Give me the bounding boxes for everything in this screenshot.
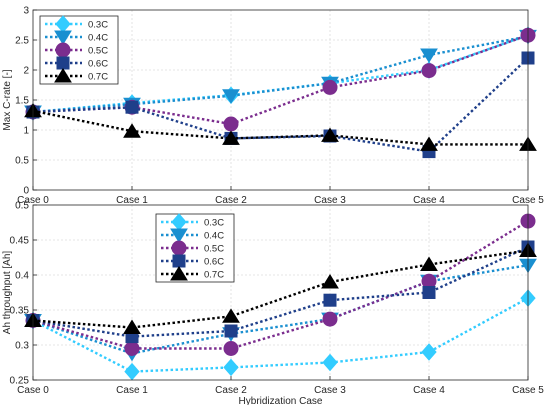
legend-label: 0.3C: [88, 20, 108, 31]
legend-label: 0.4C: [204, 231, 224, 242]
legend-item: 0.4C: [45, 30, 108, 45]
legend-item: 0.5C: [45, 42, 108, 58]
data-point: [420, 48, 438, 63]
y-tick-label: 0.5: [15, 156, 29, 167]
data-point: [222, 89, 240, 104]
y-axis-label: Ah throughput [Ah]: [2, 251, 13, 335]
legend: 0.3C 0.4C 0.5C 0.6C 0.7C: [155, 213, 235, 283]
legend: 0.3C 0.4C 0.5C 0.6C 0.7C: [39, 15, 119, 85]
legend-marker: [56, 56, 70, 70]
y-tick-label: 0.35: [10, 306, 30, 317]
legend-label: 0.6C: [88, 59, 108, 70]
y-tick-label: 2: [23, 66, 29, 77]
x-tick-label: Case 4: [413, 385, 445, 396]
data-point: [223, 358, 239, 377]
x-tick-label: Case 2: [215, 385, 247, 396]
legend-label: 0.7C: [204, 270, 224, 281]
series-line: [32, 264, 529, 355]
data-point: [323, 293, 337, 307]
x-tick-label: Case 0: [17, 195, 49, 206]
legend-marker: [55, 42, 71, 58]
legend-box: [155, 213, 235, 283]
series-line: [32, 109, 528, 146]
legend-marker: [170, 228, 188, 243]
legend-label: 0.4C: [88, 33, 108, 44]
legend-label: 0.5C: [88, 46, 108, 57]
x-tick-label: Case 3: [314, 385, 346, 396]
y-tick-label: 1.5: [15, 96, 29, 107]
legend-marker: [170, 266, 188, 281]
data-point: [222, 130, 240, 145]
y-tick-label: 0: [23, 186, 29, 197]
series-line: [32, 220, 529, 350]
series-line: [32, 297, 529, 373]
y-tick-label: 0.3: [15, 341, 29, 352]
legend-marker: [172, 254, 186, 268]
legend-marker: [171, 240, 187, 256]
legend-box: [39, 15, 119, 85]
data-point: [421, 63, 437, 79]
data-point: [322, 79, 338, 95]
data-point: [222, 308, 240, 323]
legend-label: 0.3C: [204, 218, 224, 229]
y-tick-label: 3: [23, 6, 29, 17]
y-tick-label: 0.45: [10, 236, 30, 247]
x-tick-label: Case 0: [17, 385, 49, 396]
series-line: [32, 245, 529, 338]
y-tick-label: 2.5: [15, 36, 29, 47]
y-axis-label: Max C-rate [-]: [2, 69, 13, 130]
legend-item: 0.7C: [45, 68, 108, 83]
legend-label: 0.5C: [204, 244, 224, 255]
data-point: [420, 256, 438, 271]
axis-box: [32, 9, 529, 191]
data-point: [421, 343, 437, 361]
data-point: [322, 311, 338, 327]
legend-item: 0.5C: [161, 240, 224, 256]
series-line: [32, 34, 529, 114]
x-tick-label: Case 1: [116, 385, 148, 396]
x-tick-label: Case 2: [215, 195, 247, 206]
x-tick-label: Case 3: [314, 195, 346, 206]
chart-panel-1: 0 0.5 1 1.5 2 2.5 3 Case 0 Case 1 Case 2 Case 3 Cas…: [2, 6, 544, 207]
data-point: [223, 341, 239, 356]
x-axis-label: Hybridization Case: [239, 396, 323, 405]
x-tick-label: Case 1: [116, 195, 148, 206]
data-point: [223, 116, 239, 132]
data-point: [420, 136, 438, 151]
legend-item: 0.7C: [161, 266, 224, 281]
data-point: [123, 319, 141, 334]
x-tick-label: Case 5: [512, 385, 544, 396]
data-point: [321, 274, 339, 289]
legend-label: 0.6C: [204, 257, 224, 268]
legend-marker: [54, 30, 72, 45]
legend-item: 0.4C: [161, 228, 224, 243]
data-point: [124, 341, 140, 356]
y-tick-label: 1: [23, 126, 29, 137]
series-line: [32, 57, 529, 153]
data-point: [422, 286, 436, 299]
legend-marker: [54, 68, 72, 83]
data-point: [123, 123, 141, 138]
x-tick-label: Case 4: [413, 195, 445, 206]
x-tick-label: Case 5: [512, 195, 544, 206]
y-tick-label: 0.4: [15, 271, 29, 282]
y-tick-label: 0.25: [10, 376, 30, 387]
data-point: [322, 353, 338, 372]
data-point: [224, 324, 238, 338]
series-line: [32, 249, 529, 329]
plot-area: [33, 205, 528, 380]
y-tick-label: 0.5: [15, 201, 29, 212]
legend-item: 0.6C: [161, 254, 224, 268]
data-point: [321, 127, 339, 142]
series-line: [32, 34, 529, 126]
legend-label: 0.7C: [88, 72, 108, 83]
chart-panel-2: 0.25 0.3 0.35 0.4 0.45 0.5 Case 0 Case 1 Case 2 C…: [2, 201, 544, 405]
data-point: [125, 100, 139, 114]
axis-box: [32, 204, 529, 381]
